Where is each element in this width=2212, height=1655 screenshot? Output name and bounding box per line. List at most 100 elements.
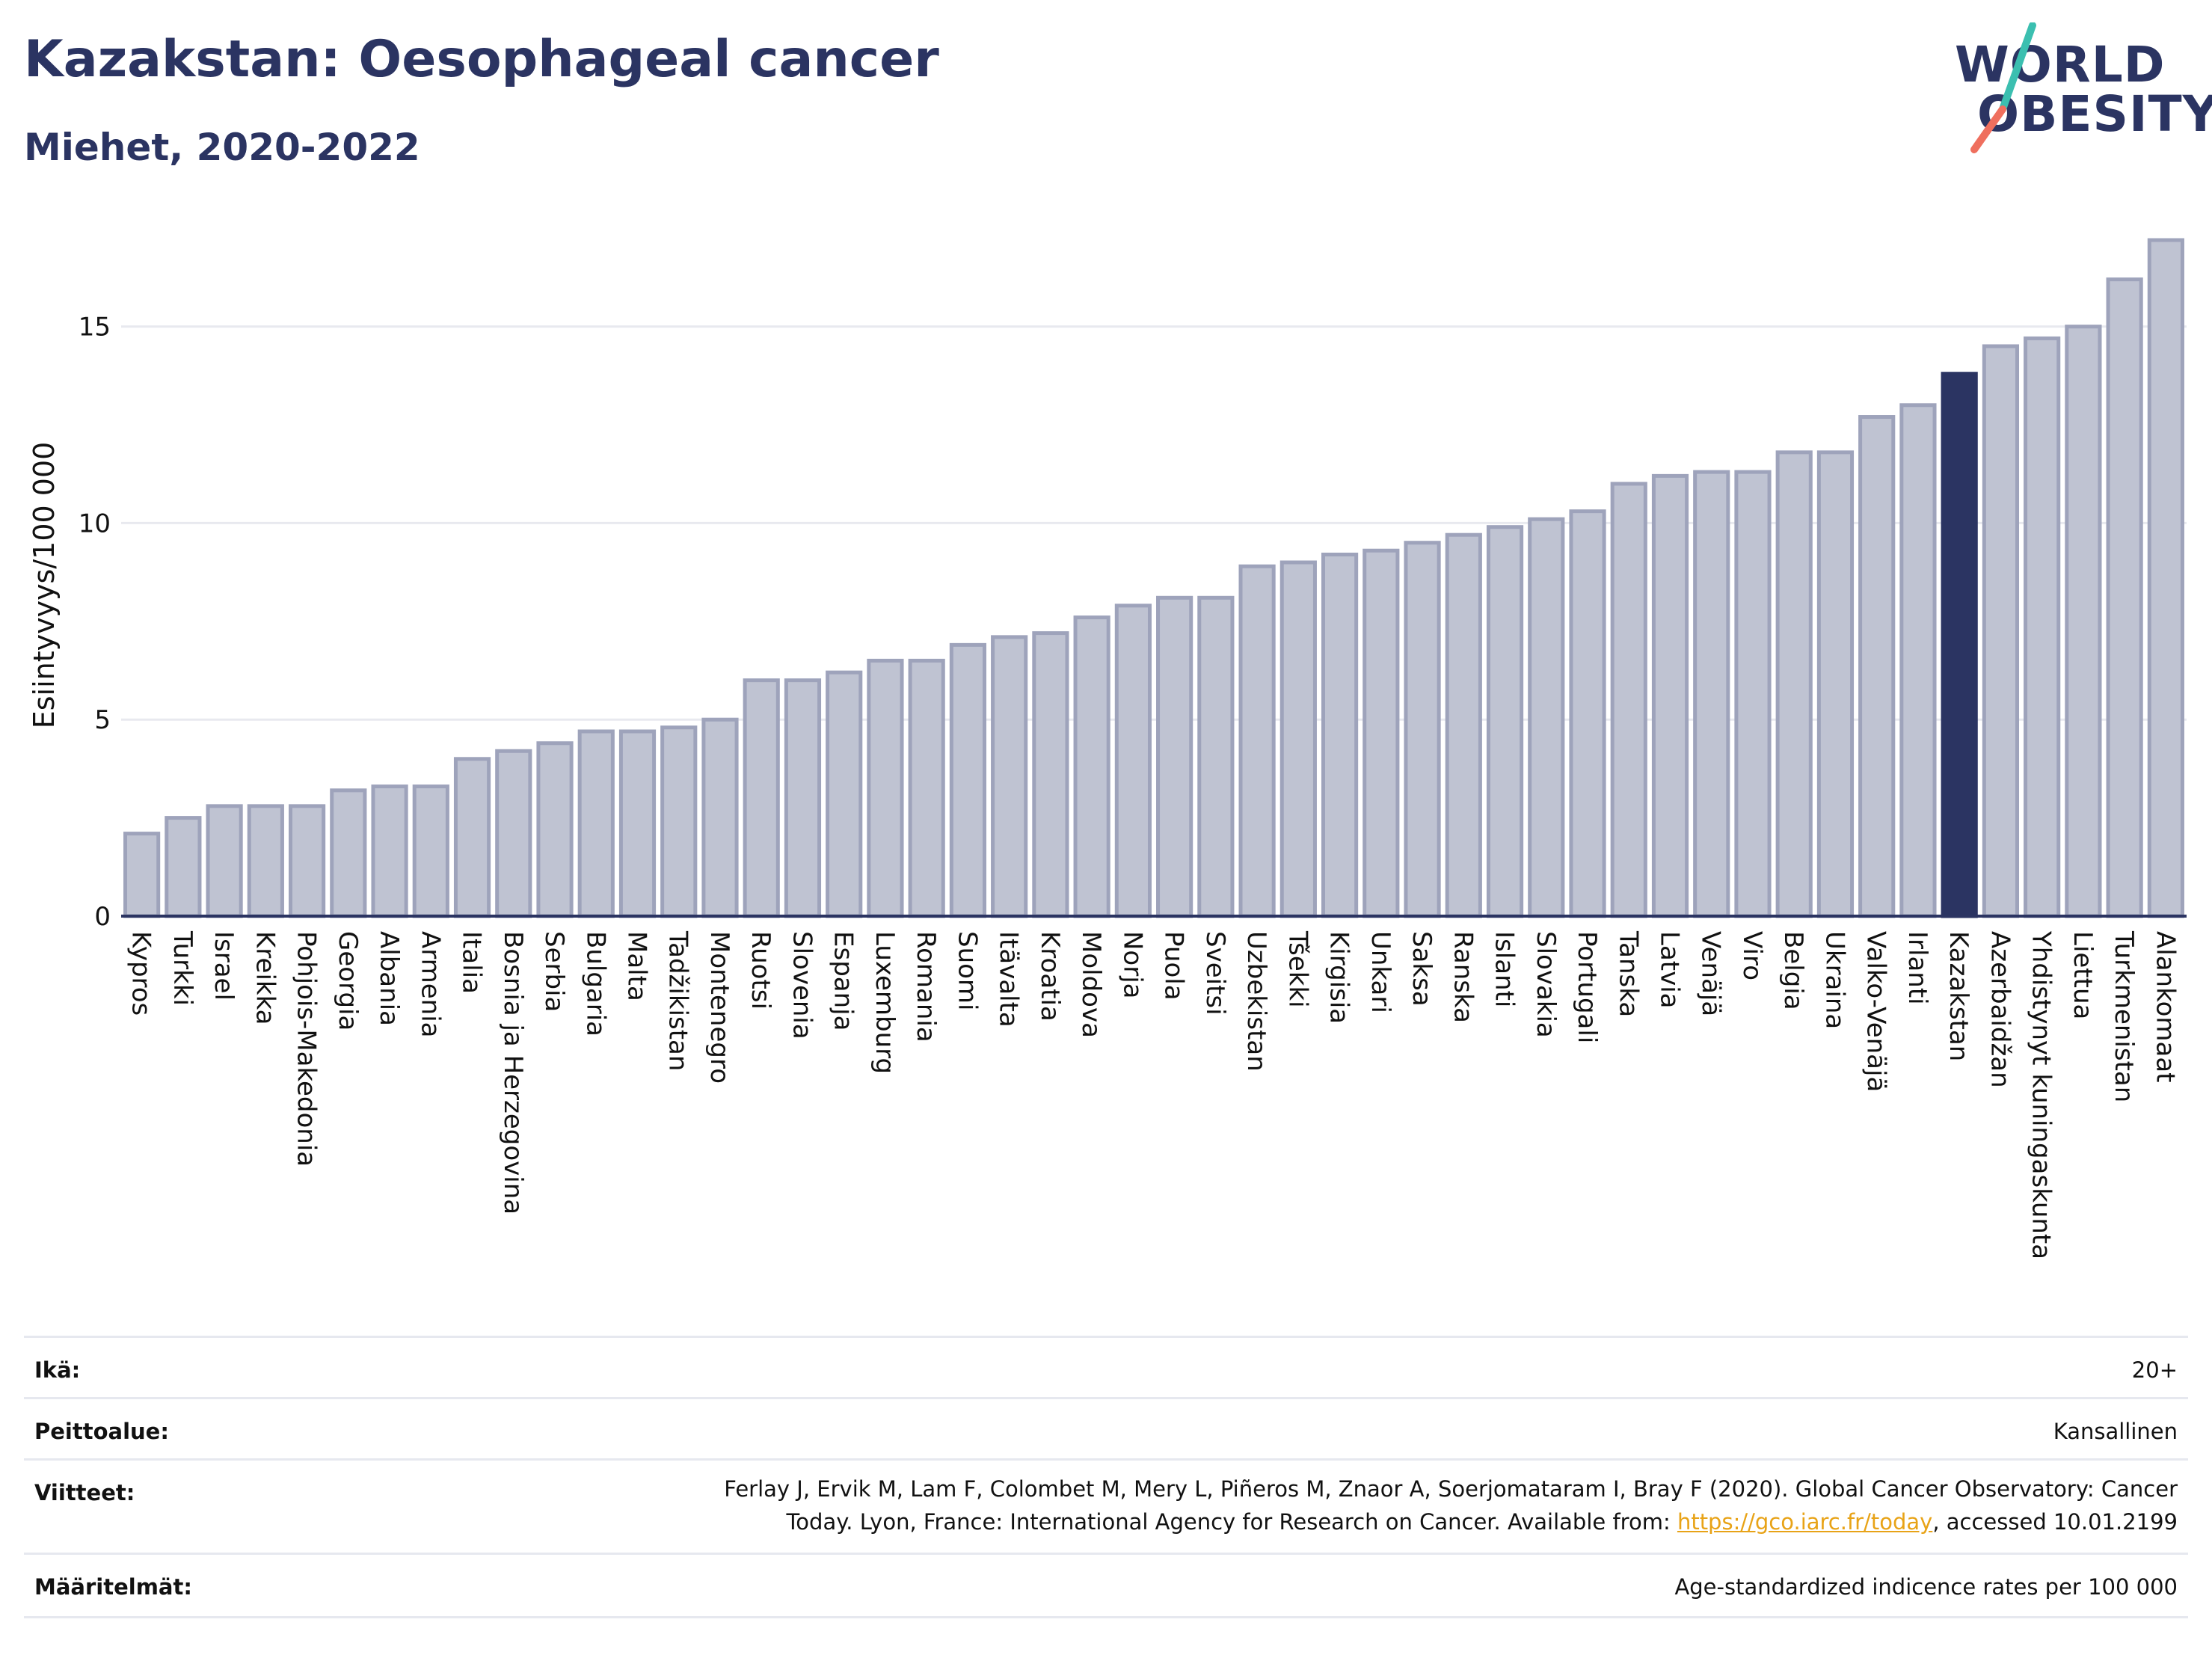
logo-slash-icon <box>1970 22 2036 153</box>
bar-bosnia-ja-herzegovina <box>495 749 532 918</box>
x-tick-label: Romania <box>911 931 941 1043</box>
bar-belgia <box>1775 450 1813 918</box>
x-tick-label: Slovakia <box>1531 931 1561 1038</box>
bar-kirgisia <box>1321 552 1359 918</box>
bar-albania <box>371 784 408 918</box>
bar-portugali <box>1569 509 1606 918</box>
definitions-value: Age-standardized indicence rates per 100… <box>1674 1574 2178 1600</box>
chart-title: Kazakstan: Oesophageal cancer <box>24 30 939 89</box>
x-tick-label: Kypros <box>126 931 156 1016</box>
bar-kypros <box>123 832 161 918</box>
x-tick-label: Malta <box>622 931 652 1001</box>
x-tick-label: Slovenia <box>787 931 817 1040</box>
bar-chart: 0 5 10 15 Kypros Turkki Israel Kreikka Pohjois-… <box>28 238 2187 1259</box>
bar-ruotsi <box>743 678 780 918</box>
bar-saksa <box>1404 541 1441 918</box>
info-row-definitions: Määritelmät: Age-standardized indicence … <box>24 1553 2188 1618</box>
x-tick-label: Bosnia ja Herzegovina <box>498 931 528 1215</box>
logo-word-obesity: OBESITY <box>1977 85 2212 143</box>
bar-ukraina <box>1816 450 1855 918</box>
bar-it-valta <box>991 635 1028 918</box>
bar-norja <box>1114 604 1152 918</box>
bar-viro <box>1734 470 1772 918</box>
references-link[interactable]: https://gco.iarc.fr/today <box>1677 1509 1933 1535</box>
bar-puola <box>1156 595 1193 918</box>
x-tick-label: Saksa <box>1407 931 1437 1007</box>
x-tick-label: Ruotsi <box>746 931 775 1010</box>
bar-turkki <box>165 816 202 918</box>
x-tick-label: Kroatia <box>1035 931 1065 1022</box>
age-label: Ikä: <box>34 1357 81 1383</box>
x-tick-label: Bulgaria <box>580 931 610 1037</box>
x-tick-label: Tšekki <box>1282 930 1312 1008</box>
y-tick-label: 10 <box>79 509 111 538</box>
age-value: 20+ <box>2131 1357 2178 1383</box>
bar-slovenia <box>784 678 822 918</box>
references-line2-pre: Today. Lyon, France: International Agenc… <box>786 1509 1677 1535</box>
y-tick-label: 15 <box>79 313 111 343</box>
bar-ranska <box>1445 532 1482 918</box>
x-tick-label: Kreikka <box>250 931 280 1025</box>
bar-turkmenistan <box>2106 277 2143 918</box>
info-table: Ikä: 20+ Peittoalue: Kansallinen Viittee… <box>24 1336 2188 1620</box>
x-tick-label: Tadžikistan <box>663 930 693 1071</box>
bar-suomi <box>949 642 987 918</box>
x-tick-label: Puola <box>1159 931 1189 1001</box>
x-tick-label: Itävalta <box>994 931 1024 1028</box>
bar-espanja <box>826 670 863 918</box>
x-tick-label: Luxemburg <box>870 931 900 1074</box>
x-tick-label: Kazakstan <box>1944 931 1973 1061</box>
x-tick-label: Espanja <box>829 931 858 1031</box>
bar-moldova <box>1073 615 1110 918</box>
bar-islanti <box>1486 525 1524 918</box>
references-label: Viitteet: <box>34 1480 135 1505</box>
bar-bulgaria <box>577 729 615 918</box>
x-tick-label: Israel <box>209 931 239 1001</box>
x-tick-label: Suomi <box>952 931 982 1011</box>
x-tick-label: Tanska <box>1613 930 1643 1017</box>
references-value: Ferlay J, Ervik M, Lam F, Colombet M, Me… <box>724 1473 2178 1538</box>
bar-slovakia <box>1528 517 1565 918</box>
coverage-label: Peittoalue: <box>34 1419 169 1444</box>
references-line1: Ferlay J, Ervik M, Lam F, Colombet M, Me… <box>724 1476 2178 1502</box>
bar-ven-j- <box>1693 470 1730 918</box>
bar-romania <box>908 658 945 918</box>
x-tick-label: Norja <box>1117 931 1147 999</box>
y-tick-labels: 0 5 10 15 <box>79 313 111 932</box>
bar-israel <box>206 804 243 918</box>
bars <box>123 238 2184 918</box>
info-row-coverage: Peittoalue: Kansallinen <box>24 1397 2188 1459</box>
bar-kazakstan <box>1941 372 1978 918</box>
bar-kreikka <box>247 804 284 918</box>
bar-azerbaid-an <box>1982 344 2020 918</box>
x-tick-label: Kirgisia <box>1324 931 1354 1024</box>
logo-word-world: WORLD <box>1955 36 2166 93</box>
bar-kroatia <box>1032 631 1069 918</box>
definitions-label: Määritelmät: <box>34 1574 192 1600</box>
x-tick-label: Pohjois-Makedonia <box>292 931 322 1167</box>
x-tick-label: Albania <box>374 931 404 1026</box>
bar-tanska <box>1610 482 1647 918</box>
x-tick-label: Georgia <box>333 931 363 1031</box>
x-tick-label: Viro <box>1737 931 1767 980</box>
bar-liettua <box>2065 325 2102 918</box>
bar-italia <box>453 757 491 918</box>
chart-subtitle: Miehet, 2020-2022 <box>24 126 420 169</box>
x-tick-label: Sveitsi <box>1200 931 1230 1016</box>
x-tick-label: Islanti <box>1490 931 1520 1007</box>
x-tick-label: Belgia <box>1778 931 1808 1010</box>
bar-yhdistynyt-kuningaskunta <box>2024 336 2061 918</box>
y-tick-label: 5 <box>94 705 111 735</box>
x-tick-label: Venäjä <box>1696 931 1726 1016</box>
x-tick-label: Italia <box>457 931 487 994</box>
bar-armenia <box>412 784 449 918</box>
x-tick-label: Unkari <box>1365 931 1395 1013</box>
bar-sveitsi <box>1197 595 1235 918</box>
x-tick-label: Valko-Venäjä <box>1861 931 1891 1092</box>
x-tick-label: Ranska <box>1448 931 1478 1023</box>
bar-montenegro <box>701 717 739 918</box>
y-axis-label: Esiintyvyys/100 000 <box>28 442 61 729</box>
x-tick-label: Uzbekistan <box>1241 931 1271 1072</box>
bar-malta <box>618 729 657 918</box>
bar-irlanti <box>1899 403 1937 918</box>
